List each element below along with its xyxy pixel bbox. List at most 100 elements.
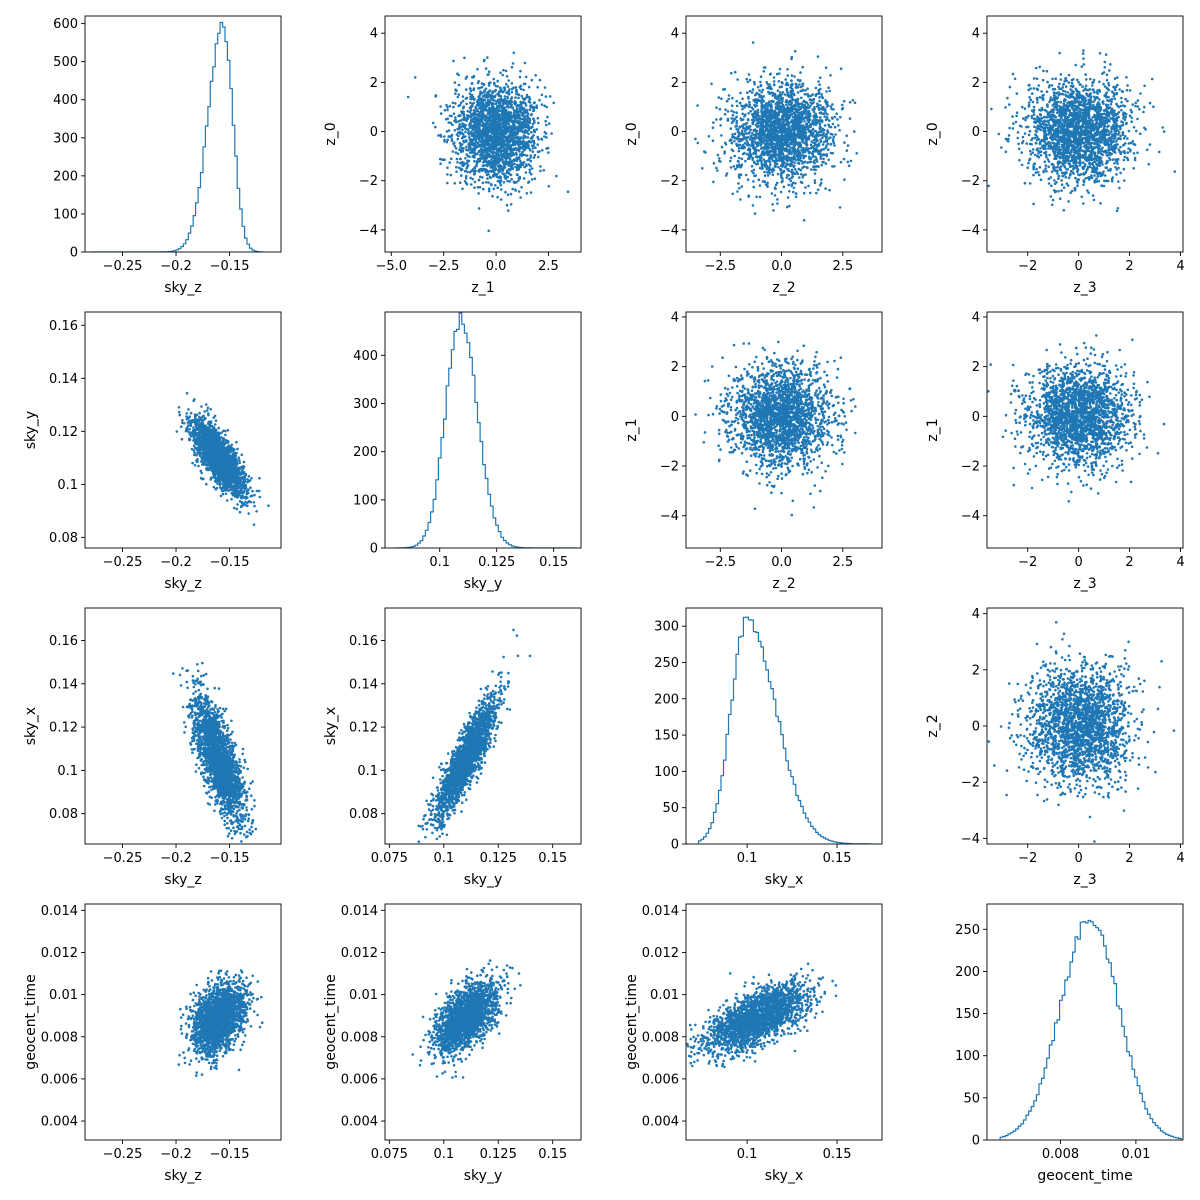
scatter-point: [487, 162, 490, 166]
scatter-point: [829, 136, 832, 139]
scatter-point: [784, 116, 788, 119]
y-tick-label: 300: [53, 131, 78, 146]
scatter-point: [809, 168, 813, 171]
scatter-point: [517, 96, 520, 100]
scatter-point: [504, 69, 508, 73]
scatter-point: [1128, 89, 1132, 92]
scatter-point: [746, 91, 749, 94]
scatter-point: [526, 136, 530, 139]
scatter-point: [480, 110, 484, 114]
scatter-point: [770, 157, 773, 160]
scatter-point: [769, 163, 772, 167]
scatter-point: [804, 89, 807, 92]
scatter-point: [481, 124, 484, 127]
scatter-point: [437, 134, 440, 137]
scatter-point: [790, 92, 793, 95]
scatter-point: [503, 175, 507, 179]
scatter-point: [520, 106, 524, 109]
scatter-point: [789, 179, 793, 183]
scatter-point: [746, 178, 750, 181]
scatter-point: [825, 90, 828, 93]
scatter-point: [518, 163, 522, 166]
scatter-point: [459, 167, 463, 171]
scatter-point: [501, 169, 505, 172]
scatter-point: [782, 134, 786, 138]
scatter-point: [826, 142, 830, 146]
scatter-point: [1062, 208, 1066, 212]
scatter-point: [813, 181, 817, 185]
scatter-point: [521, 142, 524, 146]
scatter-point: [746, 127, 749, 131]
scatter-point: [446, 106, 449, 109]
scatter-point: [766, 150, 770, 153]
scatter-point: [1047, 165, 1050, 168]
scatter-point: [780, 102, 784, 105]
scatter-point: [470, 82, 474, 85]
scatter-point: [754, 149, 757, 153]
scatter-point: [487, 160, 491, 163]
scatter-point: [531, 150, 535, 153]
scatter-point: [759, 80, 762, 84]
scatter-point: [507, 164, 511, 167]
scatter-point: [439, 133, 442, 137]
scatter-point: [490, 183, 493, 187]
scatter-point: [485, 137, 488, 140]
scatter-point: [462, 147, 465, 150]
scatter-point: [759, 137, 763, 140]
scatter-point: [1089, 77, 1092, 81]
scatter-point: [780, 164, 783, 168]
scatter-point: [502, 133, 506, 136]
scatter-point: [770, 137, 774, 141]
scatter-point: [778, 85, 782, 89]
scatter-point: [485, 132, 489, 136]
scatter-point: [816, 165, 819, 168]
scatter-point: [814, 168, 817, 172]
scatter-point: [493, 83, 496, 86]
scatter-point: [787, 168, 790, 171]
scatter-point: [530, 104, 533, 107]
scatter-point: [752, 99, 755, 102]
scatter-point: [484, 122, 488, 125]
scatter-point: [718, 107, 722, 111]
scatter-point: [735, 104, 739, 108]
x-axis-label: z_2: [772, 280, 795, 296]
scatter-point: [511, 187, 514, 191]
scatter-point: [748, 103, 751, 106]
scatter-point: [471, 177, 475, 181]
scatter-point: [772, 122, 775, 125]
scatter-point: [522, 137, 525, 140]
scatter-point: [837, 124, 840, 127]
scatter-point: [529, 159, 533, 163]
scatter-point: [736, 130, 740, 134]
scatter-point: [494, 141, 498, 145]
scatter-point: [1087, 191, 1090, 195]
scatter-point: [814, 130, 818, 133]
scatter-point: [813, 105, 816, 109]
scatter-point: [519, 196, 522, 199]
scatter-point: [799, 168, 803, 172]
scatter-point: [778, 149, 781, 152]
scatter-point: [755, 132, 758, 135]
scatter-point: [486, 90, 490, 94]
scatter-point: [772, 209, 775, 212]
scatter-point: [748, 151, 752, 154]
scatter-point: [530, 167, 534, 170]
scatter-point: [530, 78, 534, 82]
scatter-point: [807, 147, 810, 150]
scatter-point: [479, 133, 483, 136]
scatter-point: [460, 111, 464, 115]
scatter-point: [768, 171, 771, 175]
scatter-point: [533, 177, 537, 180]
scatter-point: [780, 139, 783, 143]
axes-frame: [685, 15, 883, 253]
scatter-point: [486, 129, 489, 132]
scatter-point: [469, 113, 473, 117]
scatter-point: [755, 91, 759, 95]
scatter-point: [792, 133, 796, 136]
scatter-point: [846, 160, 850, 164]
scatter-point: [439, 162, 442, 165]
scatter-point: [753, 161, 756, 165]
scatter-point: [703, 150, 706, 153]
scatter-point: [1075, 89, 1078, 92]
